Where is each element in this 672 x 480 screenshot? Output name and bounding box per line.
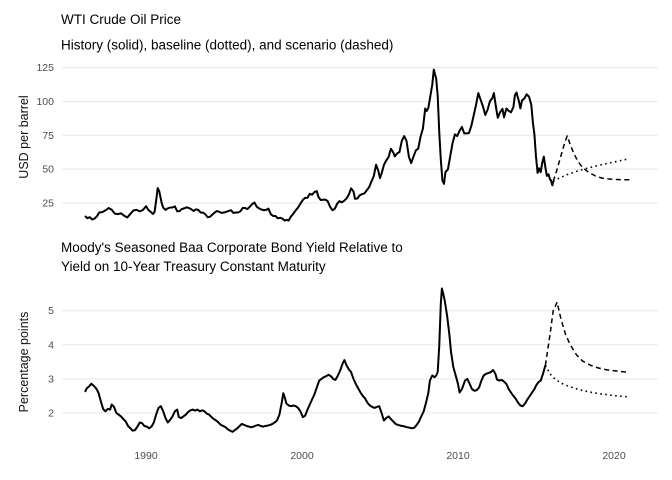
- history-line: [84, 287, 547, 433]
- y-tick-label: 5: [48, 305, 54, 317]
- wti-y-tick-labels: 25 50 75 100 125: [36, 62, 54, 209]
- wti-chart-subtitle: History (solid), baseline (dotted), and …: [61, 38, 393, 53]
- wti-y-axis-title: USD per barrel: [17, 95, 31, 178]
- y-tick-label: 2: [48, 408, 54, 420]
- y-tick-label: 3: [48, 373, 54, 385]
- wti-series-lines: [84, 68, 630, 222]
- baa-chart: Moody's Seasoned Baa Corporate Bond Yiel…: [17, 240, 658, 433]
- y-tick-label: 75: [42, 130, 54, 142]
- baseline-line: [544, 364, 630, 398]
- wti-chart-title: WTI Crude Oil Price: [61, 12, 181, 27]
- history-line: [84, 68, 555, 222]
- y-tick-label: 100: [36, 96, 54, 108]
- baa-series-lines: [84, 287, 630, 433]
- baa-y-axis-title: Percentage points: [17, 312, 31, 413]
- wti-chart: WTI Crude Oil Price History (solid), bas…: [17, 12, 658, 222]
- baa-chart-title-line2: Yield on 10-Year Treasury Constant Matur…: [61, 259, 326, 274]
- y-tick-label: 4: [48, 339, 54, 351]
- y-tick-label: 125: [36, 62, 54, 74]
- baa-y-tick-labels: 2 3 4 5: [48, 305, 54, 419]
- y-tick-label: 25: [42, 198, 54, 210]
- x-tick-label: 2000: [290, 450, 314, 462]
- baa-chart-title-line1: Moody's Seasoned Baa Corporate Bond Yiel…: [61, 240, 403, 255]
- scenario-line: [552, 135, 630, 182]
- baseline-line: [552, 157, 630, 183]
- x-tick-label: 1990: [134, 450, 158, 462]
- x-tick-label: 2020: [602, 450, 626, 462]
- baa-gridlines: [62, 310, 658, 414]
- x-axis-tick-labels: 1990 2000 2010 2020: [134, 450, 626, 462]
- wti-gridlines: [62, 67, 658, 204]
- x-tick-label: 2010: [446, 450, 470, 462]
- scenario-line: [544, 301, 630, 373]
- y-tick-label: 50: [42, 164, 54, 176]
